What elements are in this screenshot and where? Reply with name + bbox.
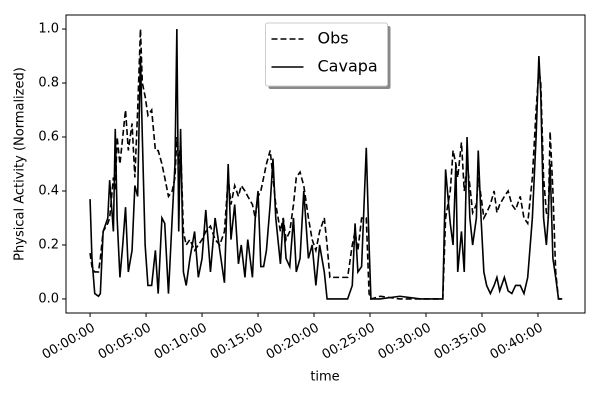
legend-label: Obs (318, 29, 349, 48)
x-axis-label: time (310, 370, 339, 385)
data-line (89, 29, 563, 300)
y-tick-label: 0.6 (38, 130, 59, 145)
data-line (89, 29, 563, 300)
legend-box (265, 22, 388, 87)
y-tick-label: 0.8 (38, 76, 59, 91)
legend-label: Cavapa (318, 57, 378, 76)
legend: Obs Cavapa (265, 22, 391, 89)
plot-frame (65, 14, 586, 314)
y-tick-label: 0.4 (38, 183, 59, 198)
y-tick-label: 0.0 (38, 291, 59, 306)
y-axis-label: Physical Activity (Normalized) (13, 67, 28, 261)
y-tick-label: 0.2 (38, 237, 59, 252)
y-tick-label: 1.0 (38, 22, 59, 37)
